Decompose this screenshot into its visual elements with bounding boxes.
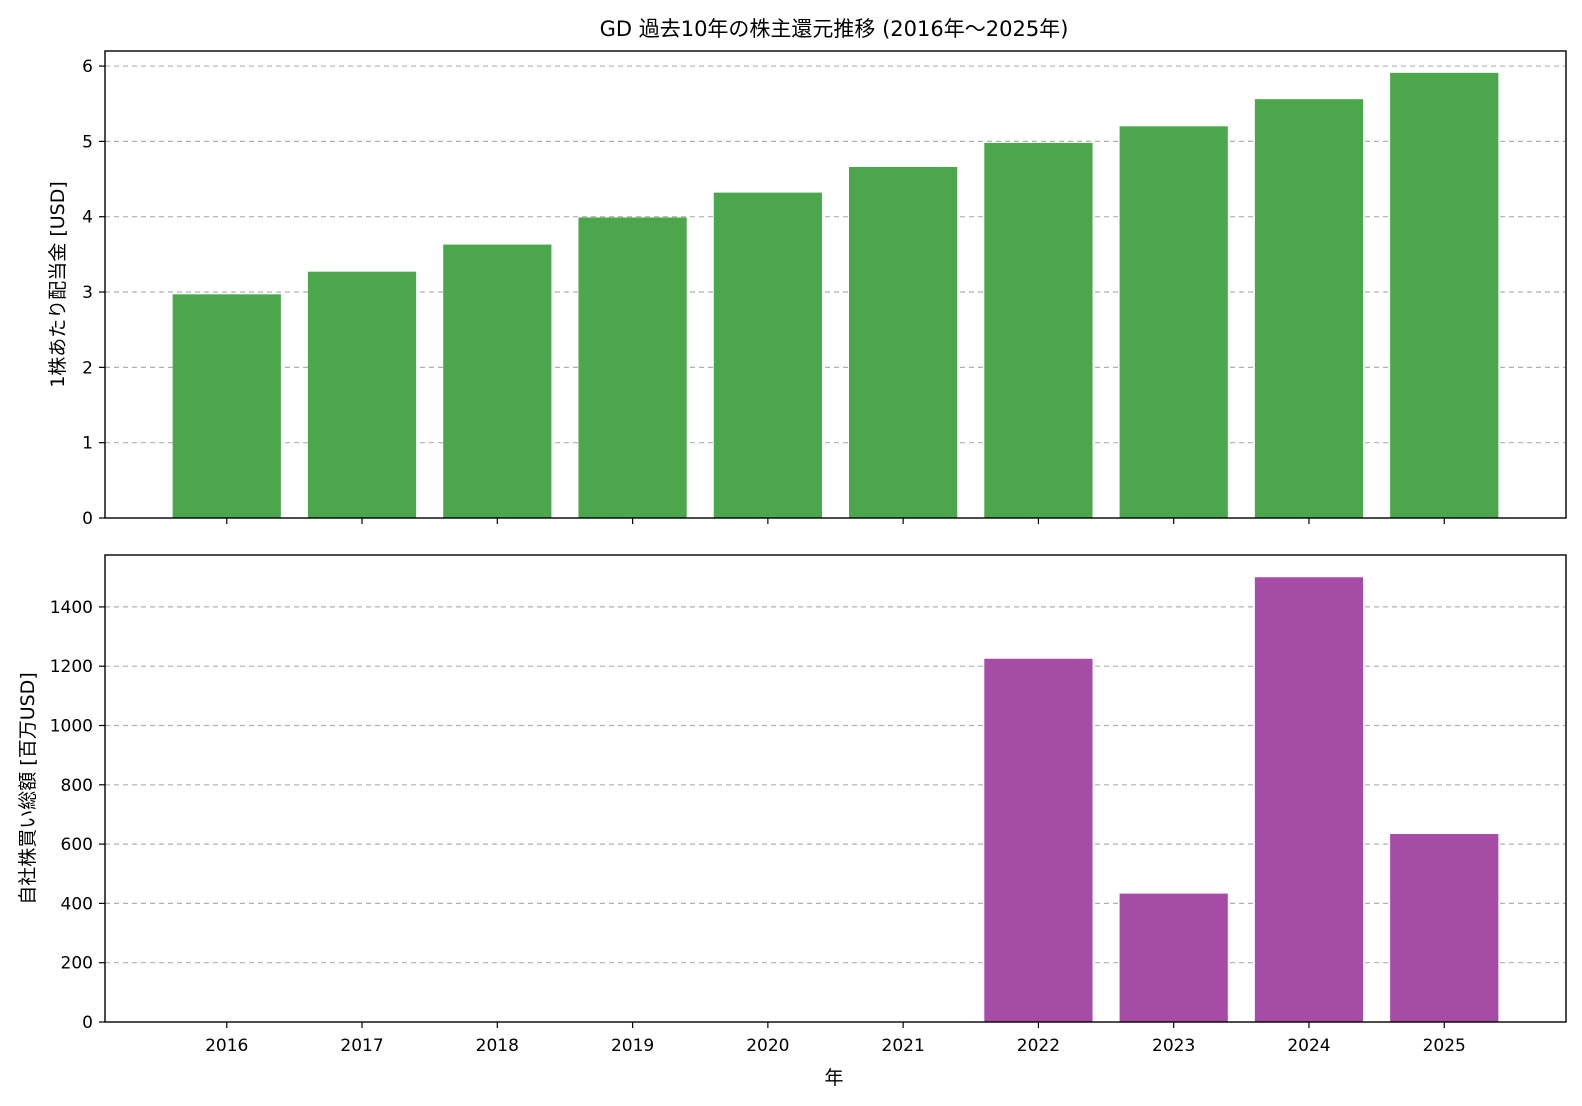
y-tick-label: 4 <box>82 208 93 228</box>
bar-2016 <box>172 294 281 518</box>
chart-title: GD 過去10年の株主還元推移 (2016年〜2025年) <box>600 17 1069 41</box>
x-tick-label: 2025 <box>1423 1036 1466 1056</box>
x-axis-label: 年 <box>824 1067 843 1089</box>
buyback-panel: 0 200 400 600 800 1000 1200 1400 2016 2017 2018 201… <box>17 554 1567 1056</box>
bar-2019 <box>578 217 687 519</box>
plot-frame <box>104 554 1567 1023</box>
y-tick-label: 1 <box>82 434 93 454</box>
bar-2020 <box>713 192 822 518</box>
y-tick-label: 200 <box>61 954 93 974</box>
dividend-panel: 0 1 2 3 4 5 6 1株あたり配当金 [USD] <box>47 50 1567 529</box>
y-tick-label: 800 <box>61 776 93 796</box>
y-axis-label: 1株あたり配当金 [USD] <box>47 181 69 388</box>
y-axis-label: 自社株買い総額 [百万USD] <box>17 672 39 904</box>
y-tick-label: 0 <box>82 1013 93 1033</box>
bar-2017 <box>307 271 417 518</box>
bar-2025 <box>1390 72 1499 518</box>
x-tick-label: 2022 <box>1017 1036 1060 1056</box>
x-tick-label: 2020 <box>746 1036 789 1056</box>
plot-frame <box>104 50 1567 519</box>
bar-2023 <box>1119 126 1228 519</box>
bar-2024 <box>1254 577 1364 1022</box>
y-tick-label: 1000 <box>50 716 93 736</box>
bar-2025 <box>1390 834 1499 1022</box>
y-tick-label: 1200 <box>50 657 93 677</box>
bar-2023 <box>1119 893 1228 1022</box>
x-tick-label: 2018 <box>476 1036 519 1056</box>
bar-2022 <box>984 658 1093 1022</box>
x-tick-label: 2019 <box>611 1036 654 1056</box>
bar-2024 <box>1254 99 1364 518</box>
bar-2022 <box>984 142 1093 518</box>
x-tick-label: 2023 <box>1152 1036 1195 1056</box>
bar-2018 <box>443 244 552 518</box>
x-tick-label: 2024 <box>1287 1036 1330 1056</box>
y-tick-label: 2 <box>82 358 93 378</box>
y-tick-label: 0 <box>82 509 93 529</box>
y-tick-label: 3 <box>82 283 93 303</box>
y-tick-label: 1400 <box>50 598 93 618</box>
y-tick-label: 400 <box>61 894 93 914</box>
x-tick-label: 2017 <box>340 1036 383 1056</box>
bar-2021 <box>849 166 958 519</box>
x-tick-label: 2016 <box>205 1036 248 1056</box>
y-tick-label: 600 <box>61 835 93 855</box>
y-tick-label: 6 <box>82 57 93 77</box>
x-tick-label: 2021 <box>882 1036 925 1056</box>
y-tick-label: 5 <box>82 132 93 152</box>
